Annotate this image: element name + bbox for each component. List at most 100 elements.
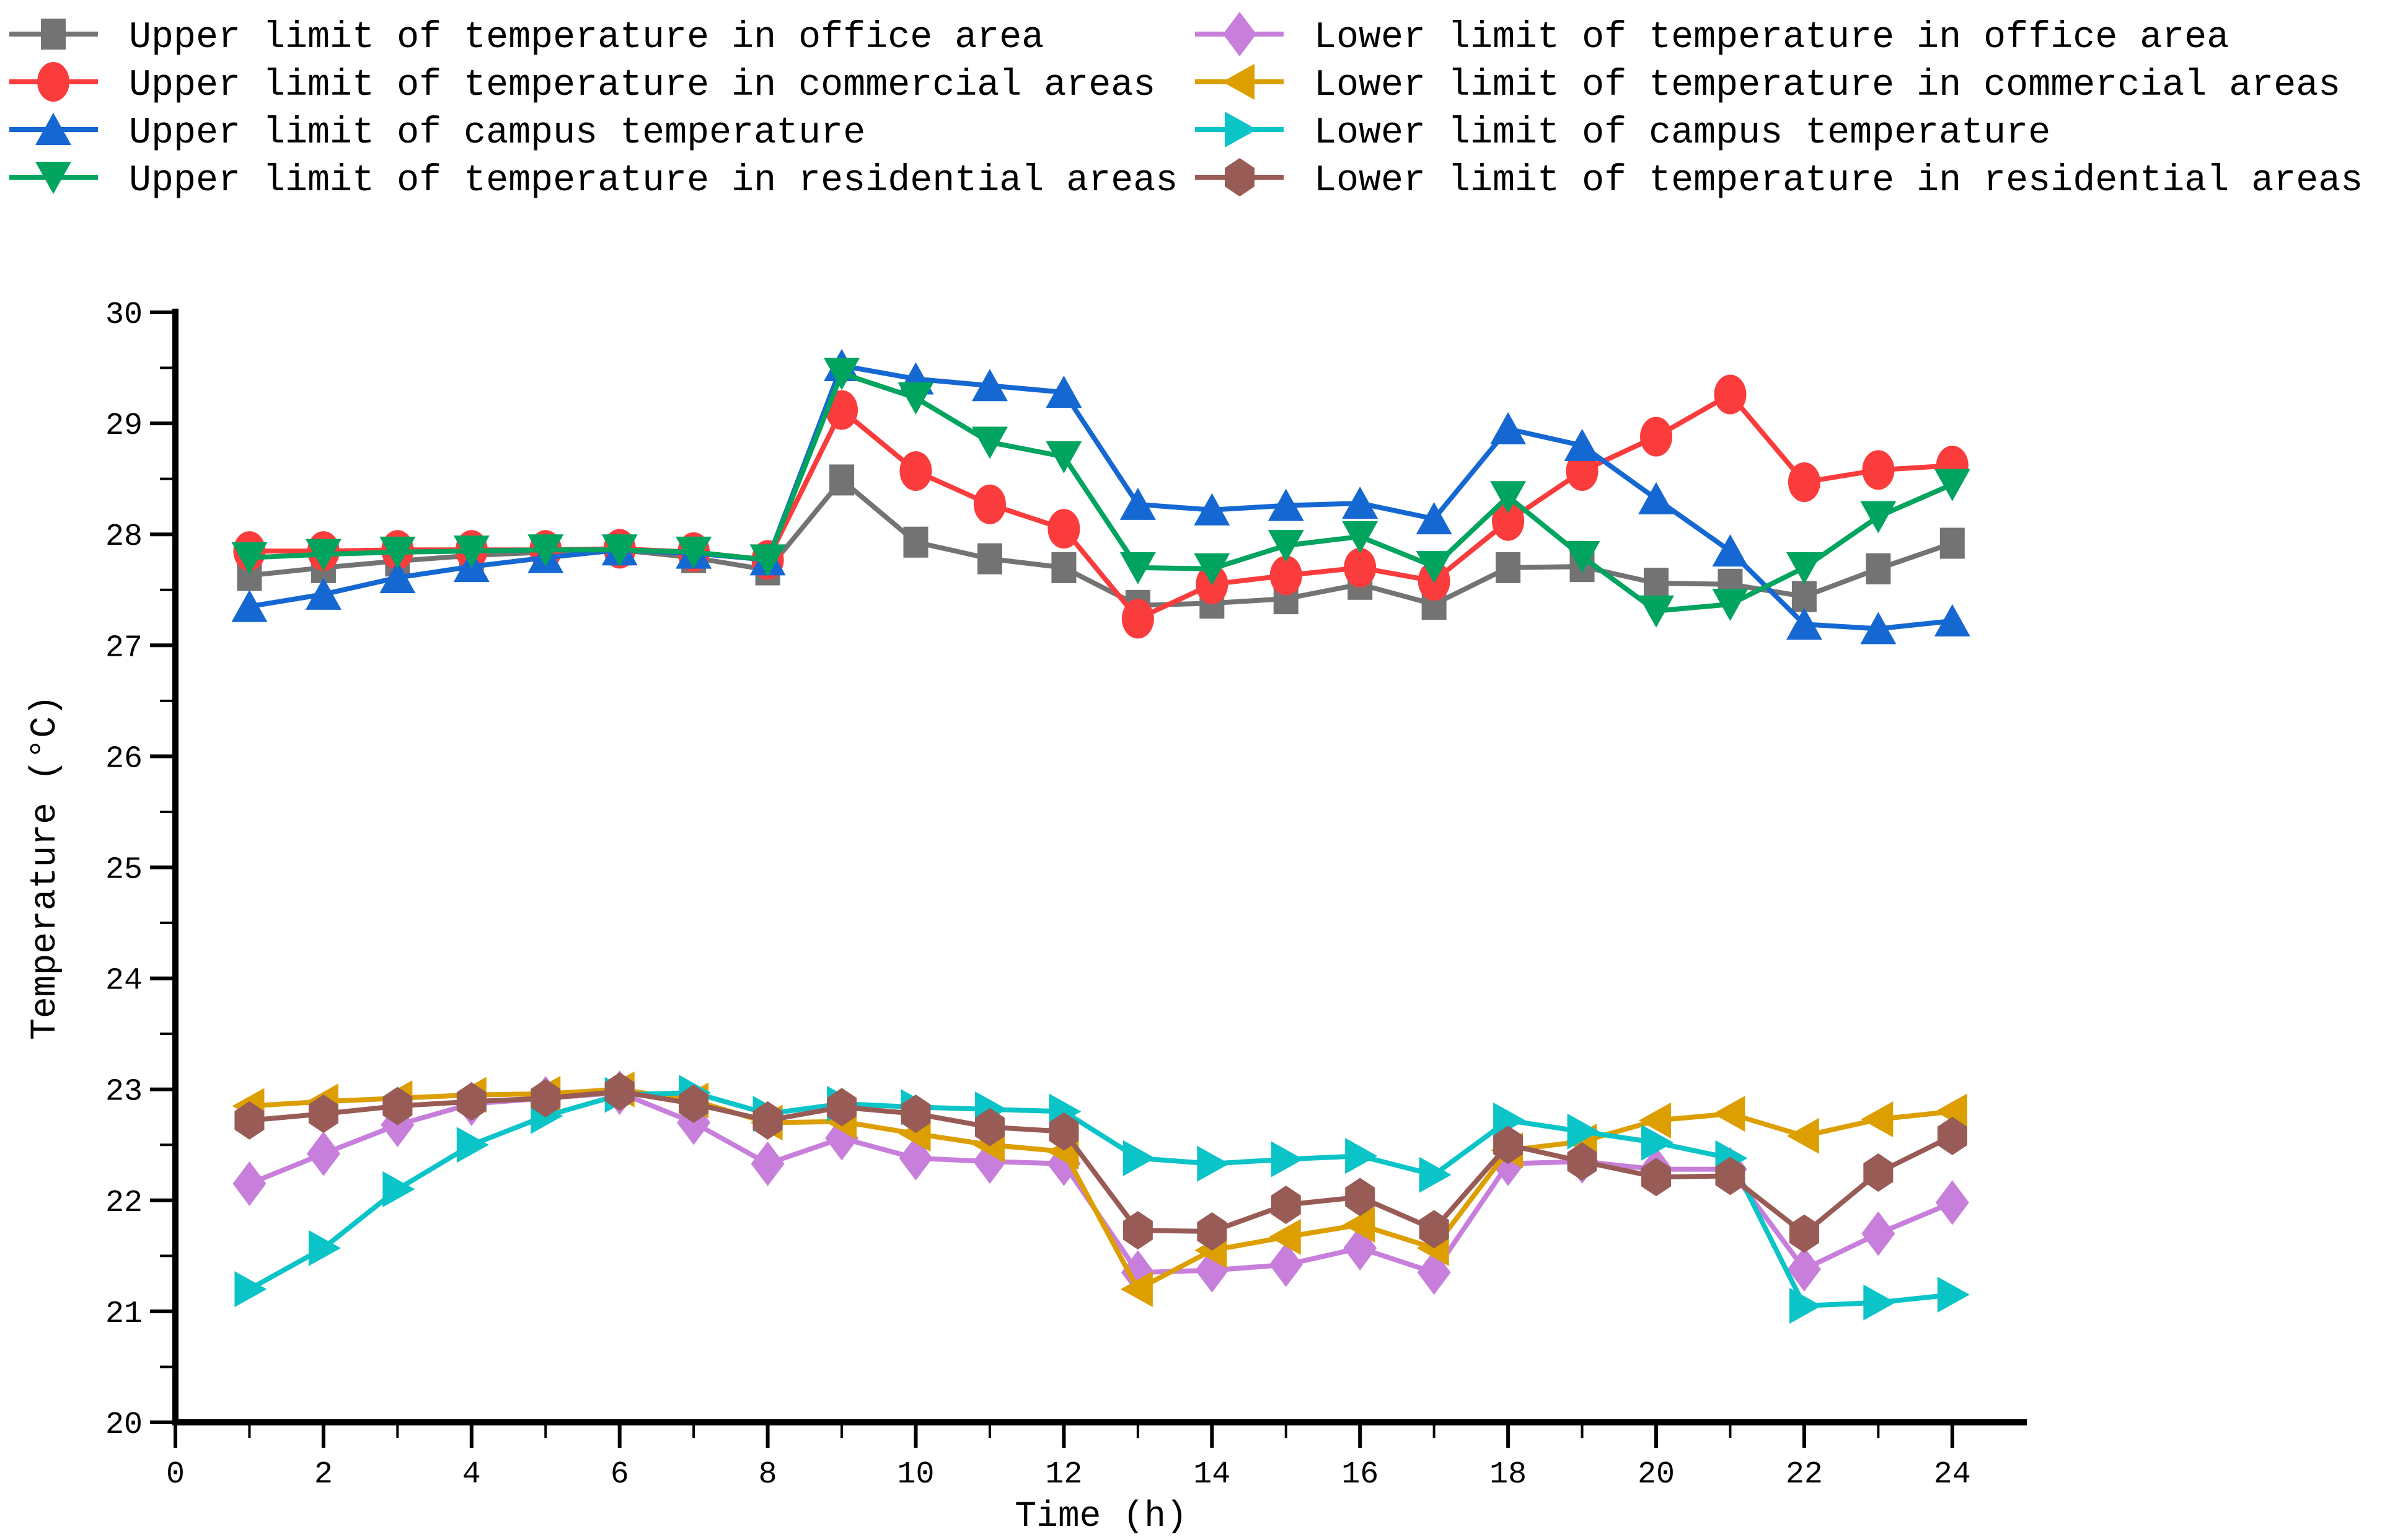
series-7-marker [456,1082,487,1121]
series-0-marker [1051,552,1077,583]
series-6-marker [1863,1284,1896,1321]
series-0-marker [829,464,855,496]
series-1-marker [1640,416,1672,457]
series-6-marker [1789,1287,1822,1324]
series-5-marker [1861,1101,1894,1138]
series-6-marker [1345,1138,1378,1174]
series-3-marker [453,535,490,568]
series-6-marker [308,1230,341,1266]
series-3-marker [1416,551,1452,584]
series-5-marker [1713,1096,1745,1132]
y-tick-label: 29 [105,408,143,444]
x-tick-label: 16 [1341,1457,1378,1492]
series-7-marker [1937,1116,1967,1155]
series-0-marker [1644,568,1669,599]
legend-marker-square [41,19,66,50]
series-1-marker [1566,451,1599,491]
series-0-marker [1791,581,1817,612]
series-2-marker [305,577,342,610]
series-5-marker [1639,1102,1671,1138]
series-3-marker [824,358,860,390]
series-7-marker [1863,1153,1894,1192]
legend-marker-hexagon [1225,158,1255,196]
series-6-marker [1641,1124,1674,1161]
x-tick-label: 0 [166,1457,185,1492]
series-1-marker [899,451,932,491]
series-7-marker [1715,1156,1745,1196]
series-1-marker [1492,501,1525,541]
y-tick-label: 25 [105,853,143,888]
series-7-marker [1197,1212,1227,1251]
series-2-marker [1564,428,1600,461]
series-3-marker [1860,501,1897,534]
legend-marker-circle [37,62,69,102]
series-line-3 [249,370,1954,614]
legend-marker-triangle-left [1222,64,1255,100]
series-6-marker [1937,1277,1970,1313]
series-3-marker [1119,552,1156,584]
legend-label: Lower limit of campus temperature [1314,112,2050,154]
x-tick-label: 14 [1193,1457,1230,1492]
y-axis-title: Temperature (°C) [25,695,66,1040]
series-3-marker [971,426,1008,459]
series-7-marker [234,1101,265,1140]
series-3-marker [601,534,638,567]
series-3-marker [305,539,342,571]
series-0-marker [1496,552,1521,583]
series-7-marker [679,1084,709,1123]
series-0-marker [903,526,928,558]
legend-label: Upper limit of temperature in commercial… [129,64,1155,107]
series-2-marker [1712,534,1749,567]
series-4-marker [1861,1211,1895,1256]
series-5-marker [1934,1093,1967,1130]
series-6-marker [1419,1156,1452,1193]
series-2-marker [1860,612,1897,645]
series-2-marker [379,561,416,594]
legend-marker-triangle-down [35,162,71,194]
series-2-marker [1119,487,1156,520]
x-tick-label: 18 [1489,1457,1527,1492]
x-tick-label: 12 [1045,1457,1082,1492]
series-7-marker [1641,1158,1671,1197]
series-6-marker [1271,1141,1303,1178]
x-tick-label: 4 [462,1457,481,1492]
series-7-marker [1493,1125,1524,1165]
series-7-marker [901,1094,931,1134]
series-1-marker [1269,555,1302,596]
series-4-marker [1269,1242,1303,1287]
series-2-marker [1268,488,1304,521]
legend-label: Upper limit of campus temperature [129,112,865,154]
y-tick-label: 21 [105,1297,143,1332]
series-3-marker [231,542,268,575]
series-1-marker [1862,450,1895,490]
series-3-marker [1268,530,1304,563]
series-7-marker [531,1079,561,1118]
series-3-marker [897,382,934,415]
series-6-marker [1567,1113,1600,1150]
series-1-marker [1344,547,1377,588]
series-7-marker [974,1108,1005,1147]
y-tick-label: 20 [105,1407,143,1443]
series-6-marker [1197,1145,1230,1182]
series-3-marker [527,534,564,567]
series-0-marker [1866,553,1891,584]
series-7-marker [752,1101,783,1140]
series-4-marker [751,1141,785,1186]
y-tick-label: 26 [105,741,143,777]
series-2-marker [1786,607,1822,640]
x-tick-label: 10 [897,1457,934,1492]
series-5-marker [1120,1271,1153,1308]
series-4-marker [232,1161,267,1206]
series-1-marker [1047,509,1080,549]
series-5-marker [1268,1218,1301,1255]
series-7-marker [1567,1142,1597,1181]
series-3-marker [1786,552,1822,584]
series-1-marker [1788,462,1820,503]
series-3-marker [1564,541,1600,574]
x-tick-label: 24 [1934,1457,1971,1492]
legend-marker-triangle-up [35,113,71,145]
series-3-marker [1046,441,1082,473]
series-6-marker [382,1171,415,1207]
series-1-marker [973,484,1006,524]
series-6-marker [234,1271,267,1308]
